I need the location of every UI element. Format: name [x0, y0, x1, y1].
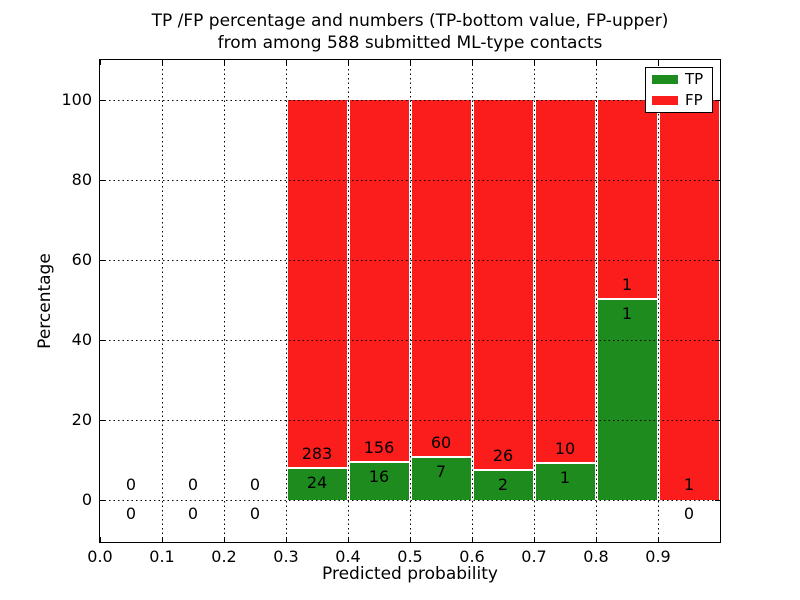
x-tick-label: 0.6: [459, 547, 485, 566]
x-axis-label: Predicted probability: [322, 564, 498, 584]
bar-fp-segment: [287, 100, 347, 467]
tp-count-label: 0: [249, 504, 261, 523]
legend-entry: FP: [652, 93, 706, 108]
tp-count-label: 1: [559, 467, 571, 487]
x-tick-label: 0.1: [149, 547, 175, 566]
x-tick-label: 0.8: [583, 547, 609, 566]
y-tick-label: 0: [81, 490, 92, 509]
bar-fp-segment: [349, 100, 409, 461]
y-tick-label: 60: [71, 250, 92, 269]
legend-label-fp: FP: [685, 91, 703, 109]
fp-count-label: 0: [125, 475, 137, 494]
fp-count-label: 10: [554, 438, 576, 458]
tp-count-label: 0: [125, 504, 137, 523]
tp-count-label: 1: [621, 304, 633, 323]
tp-count-label: 16: [368, 466, 390, 486]
plot-area: 0 0 0 0 0 0 283 24 156 16 60 7 26 2 10 1 1 1 1 0: [99, 60, 720, 542]
fp-count-label: 1: [621, 275, 633, 294]
bar-fp-segment: [535, 100, 595, 462]
fp-count-label: 1: [683, 475, 695, 494]
bar-fp-segment: [473, 100, 533, 470]
tp-count-label: 7: [435, 462, 447, 482]
y-tick-label: 40: [71, 330, 92, 349]
x-tick-label: 0.3: [273, 547, 299, 566]
legend-label-tp: TP: [685, 70, 704, 88]
chart-title-line2: from among 588 submitted ML-type contact…: [217, 33, 603, 53]
bar-tp-segment: [535, 463, 595, 500]
tp-count-label: 2: [497, 475, 509, 495]
y-axis-label: Percentage: [35, 253, 55, 349]
tp-count-label: 0: [683, 504, 695, 523]
x-tick-label: 0.9: [645, 547, 671, 566]
y-tick-label: 100: [61, 90, 92, 109]
legend-swatch-tp: [652, 75, 678, 84]
bar-tp-segment: [597, 300, 657, 500]
fp-count-label: 0: [249, 475, 261, 494]
chart-title: TP /FP percentage and numbers (TP-bottom…: [100, 10, 720, 54]
x-tick-label: 0.0: [87, 547, 113, 566]
tp-count-label: 24: [306, 472, 328, 492]
y-tick-label: 20: [71, 410, 92, 429]
bar-fp-segment: [597, 100, 657, 298]
legend: TP FP: [645, 67, 713, 113]
x-tick-label: 0.2: [211, 547, 237, 566]
legend-swatch-fp: [652, 96, 678, 105]
legend-entry: TP: [652, 72, 706, 87]
bar-fp-segment: [659, 100, 719, 500]
fp-count-label: 283: [301, 443, 333, 463]
bar-count-labels-layer: 0 0 0 0 0 0 283 24 156 16 60 7 26 2 10 1 1 1 1 0: [100, 60, 720, 542]
bar-fp-segment: [411, 100, 471, 457]
fp-count-label: 0: [187, 475, 199, 494]
tp-count-label: 0: [187, 504, 199, 523]
bar-tp-segment: [349, 462, 409, 500]
bar-tp-segment: [411, 458, 471, 500]
fp-count-label: 26: [492, 446, 514, 466]
bar-tp-segment: [287, 468, 347, 500]
x-tick-label: 0.7: [521, 547, 547, 566]
chart-title-line1: TP /FP percentage and numbers (TP-bottom…: [151, 11, 669, 31]
x-tick-label: 0.5: [397, 547, 423, 566]
fp-count-label: 156: [363, 437, 395, 457]
bar-tp-segment: [473, 471, 533, 500]
y-tick-label: 80: [71, 170, 92, 189]
fp-count-label: 60: [430, 433, 452, 453]
bars-layer: [100, 60, 720, 542]
x-tick-label: 0.4: [335, 547, 361, 566]
